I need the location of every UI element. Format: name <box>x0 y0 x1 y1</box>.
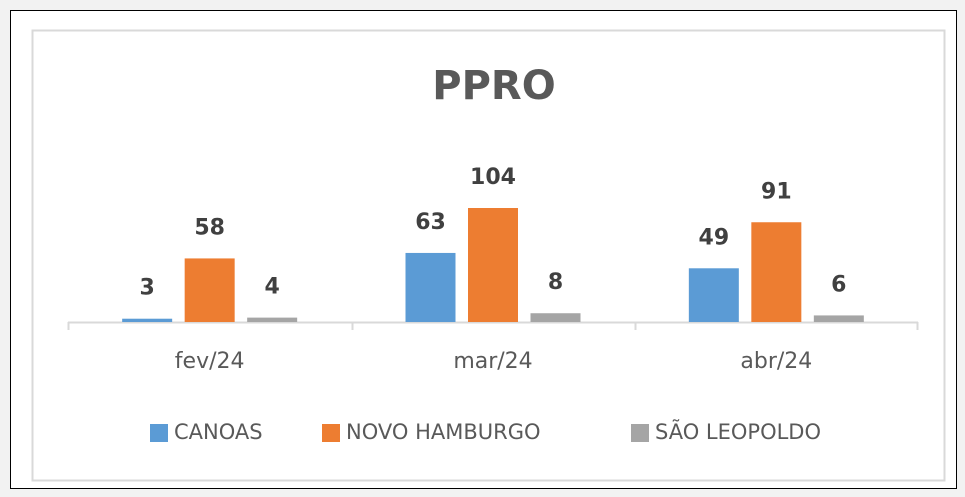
bar <box>184 258 235 322</box>
x-tick-label: mar/24 <box>453 349 532 374</box>
x-tick-label: fev/24 <box>175 349 245 374</box>
bar <box>405 252 456 322</box>
legend-label: CANOAS <box>174 420 263 444</box>
bar <box>751 222 802 322</box>
legend-swatch <box>631 424 649 442</box>
bar <box>813 315 864 322</box>
bar <box>530 313 581 322</box>
data-label: 3 <box>140 276 155 301</box>
data-label: 63 <box>415 210 446 235</box>
x-tick-label: abr/24 <box>740 349 812 374</box>
data-label: 8 <box>548 270 563 295</box>
legend-swatch <box>150 424 168 442</box>
bar <box>468 208 518 322</box>
legend-label: NOVO HAMBURGO <box>346 420 541 444</box>
legend-swatch <box>322 424 340 442</box>
data-label: 49 <box>699 225 730 250</box>
bar <box>122 318 173 322</box>
chart-title: PPRO <box>432 63 555 109</box>
data-label: 6 <box>831 272 846 297</box>
data-label: 104 <box>470 165 516 190</box>
data-label: 4 <box>265 275 280 300</box>
data-label: 58 <box>194 215 225 240</box>
bar <box>247 317 298 322</box>
bar <box>688 268 739 322</box>
data-label: 91 <box>761 179 792 204</box>
legend-label: SÃO LEOPOLDO <box>655 418 821 444</box>
